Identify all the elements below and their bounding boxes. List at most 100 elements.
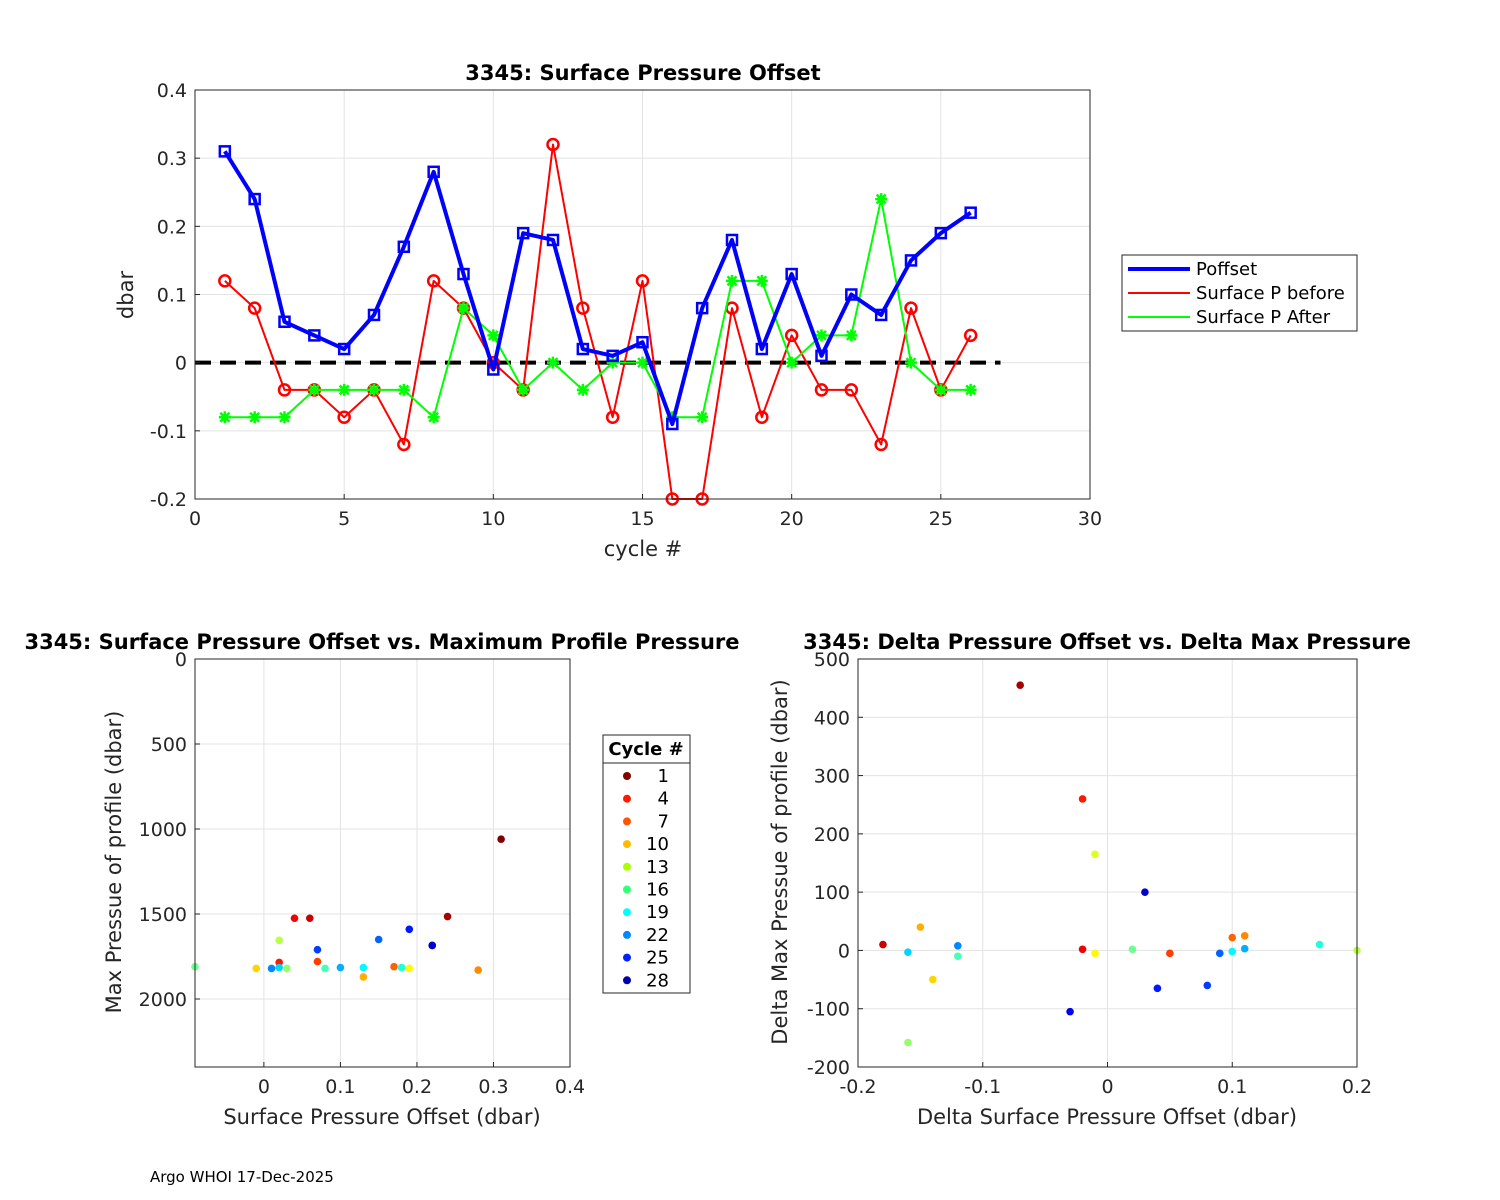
data-point-surface-p-after	[964, 383, 977, 396]
data-point	[313, 945, 322, 954]
data-point	[1166, 949, 1174, 958]
y-tick-label: 0.2	[157, 216, 187, 238]
data-point-poffset	[576, 342, 590, 356]
data-point	[1016, 681, 1024, 690]
y-tick-label: 400	[814, 707, 850, 729]
data-point	[397, 963, 406, 972]
data-point	[336, 963, 345, 972]
data-point-surface-p-before	[963, 328, 978, 343]
data-point-surface-p-after	[905, 356, 917, 369]
data-point-surface-p-after	[427, 411, 440, 424]
data-point	[904, 1038, 912, 1047]
plot-area	[879, 681, 1361, 1047]
data-point-poffset	[218, 145, 232, 158]
data-point-surface-p-before	[904, 301, 918, 315]
data-point	[474, 966, 482, 974]
x-tick-label: 30	[1078, 508, 1102, 530]
legend-label-surface-p-before: Surface P before	[1196, 283, 1345, 304]
data-point-surface-p-after	[487, 329, 500, 342]
legend-label: 10	[646, 834, 669, 855]
data-point	[252, 964, 261, 973]
data-point	[1228, 947, 1237, 956]
data-point	[1141, 888, 1149, 896]
data-point-surface-p-before	[546, 137, 560, 152]
data-point	[275, 963, 283, 972]
data-point	[290, 914, 299, 923]
data-point-surface-p-after	[218, 411, 231, 424]
data-point	[283, 964, 291, 973]
y-tick-label: 300	[814, 766, 850, 788]
legend-label: 1	[658, 766, 669, 787]
data-point-poffset	[874, 308, 888, 322]
data-point	[428, 941, 437, 950]
legend-label-surface-p-after: Surface P After	[1196, 307, 1331, 328]
x-tick-label: 0	[258, 1076, 270, 1098]
data-point-surface-p-after	[457, 302, 470, 315]
x-tick-label: 0.2	[402, 1076, 432, 1098]
data-point-poffset	[546, 233, 560, 247]
grid	[195, 659, 570, 1067]
data-point-surface-p-before	[218, 274, 232, 288]
data-point-poffset	[636, 335, 649, 349]
x-axis-label: cycle #	[604, 537, 683, 561]
legend-label: 19	[646, 902, 669, 923]
x-tick-label: 20	[780, 508, 804, 530]
data-point	[1128, 945, 1137, 954]
data-point-surface-p-after	[845, 329, 858, 342]
data-point	[1240, 932, 1249, 940]
data-point-surface-p-after	[755, 274, 768, 287]
x-tick-label: 0	[1101, 1076, 1113, 1098]
data-point-poffset	[367, 308, 381, 322]
y-tick-label: 100	[814, 882, 850, 904]
data-point-surface-p-after	[934, 383, 947, 396]
data-point	[313, 957, 322, 966]
data-point-surface-p-after	[397, 383, 410, 396]
data-point-poffset	[964, 206, 977, 219]
data-point-surface-p-after	[875, 193, 888, 206]
data-point-surface-p-after	[517, 383, 530, 396]
plot-area	[195, 137, 1001, 506]
data-point	[1078, 795, 1087, 803]
data-point	[359, 973, 368, 981]
legend-marker	[623, 930, 631, 939]
data-point-poffset	[755, 342, 769, 356]
data-point-surface-p-before	[337, 410, 351, 424]
data-point	[1066, 1007, 1074, 1016]
x-tick-label: 0.1	[325, 1076, 355, 1098]
legend-marker	[623, 885, 631, 894]
data-point-surface-p-after	[308, 383, 321, 396]
x-tick-label: -0.2	[839, 1076, 876, 1098]
data-point-surface-p-after	[696, 411, 709, 424]
data-point-poffset	[457, 267, 470, 281]
data-point-surface-p-before	[426, 274, 441, 288]
chart-title: 3345: Delta Pressure Offset vs. Delta Ma…	[803, 630, 1411, 654]
data-point-poffset	[666, 417, 679, 431]
data-point	[321, 964, 329, 973]
delta-offset-vs-delta-max-pressure-chart: -0.2 -0.1 0 0.1 0.2-200-1000100200300400500 …	[768, 630, 1411, 1129]
data-point-poffset	[248, 192, 261, 206]
legend-marker	[623, 772, 631, 780]
plot-area	[191, 835, 505, 981]
data-point-surface-p-after	[785, 356, 798, 369]
data-point	[1091, 850, 1099, 859]
data-point-surface-p-after	[248, 411, 261, 424]
y-tick-label: 1000	[139, 819, 187, 841]
data-point-poffset	[904, 254, 918, 267]
data-point-poffset	[725, 233, 739, 247]
footer-credit: Argo WHOI 17-Dec-2025	[150, 1168, 334, 1186]
data-point	[1153, 984, 1162, 993]
data-point-poffset	[278, 315, 291, 329]
x-tick-label: 10	[481, 508, 505, 530]
data-point-poffset	[487, 363, 500, 376]
data-point-poffset	[337, 342, 351, 356]
data-point-surface-p-after	[636, 356, 649, 369]
y-axis-label: Max Pressue of profile (dbar)	[102, 711, 126, 1014]
legend-title: Cycle #	[608, 739, 683, 760]
data-point-surface-p-before	[874, 437, 888, 452]
legend-label: 28	[646, 970, 669, 991]
data-point-poffset	[845, 288, 858, 301]
data-point-poffset	[606, 349, 619, 363]
chart-title: 3345: Surface Pressure Offset vs. Maximu…	[24, 630, 739, 654]
data-point	[916, 923, 925, 931]
